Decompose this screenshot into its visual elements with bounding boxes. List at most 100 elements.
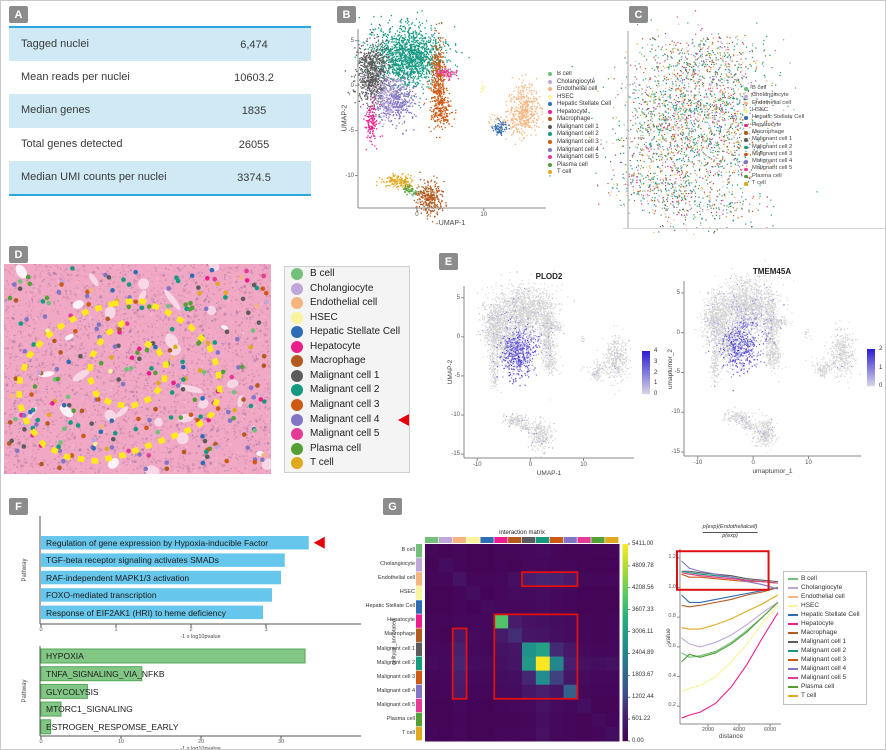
stats-row: Mean reads per nuclei 10603.2 <box>9 61 311 94</box>
hm-row-label-9: Malignant cell 3 <box>376 673 415 680</box>
stats-value: 6,474 <box>240 39 268 51</box>
stats-label: Median UMI counts per nuclei <box>21 170 167 183</box>
g-title-numerator: p(exp)(Endothelialcell) <box>702 524 758 533</box>
d-legend-marker-3 <box>291 311 303 324</box>
d-legend-marker-9 <box>291 398 303 411</box>
c-legend-label-5: Hepatocyte <box>752 121 782 128</box>
g-legend-swatch-5 <box>788 623 798 625</box>
d-legend-marker-12 <box>291 442 303 455</box>
g-xlabel: distance <box>718 733 744 740</box>
b-legend-marker-13 <box>548 170 552 175</box>
plod2-cbtick: 4 <box>654 348 658 354</box>
c-legend-marker-2 <box>744 101 748 106</box>
hm-cbtick-2: 4208.56 <box>632 584 654 591</box>
b-xlabel: UMAP-1 <box>438 220 466 227</box>
plod2-cbtick: 1 <box>654 380 658 387</box>
g-legend-label-1: Cholangiocyte <box>801 583 843 591</box>
reactome_bars-bar-label-1: TGF-beta receptor signaling activates SM… <box>46 555 219 566</box>
c-legend-label-3: HSEC <box>752 107 769 113</box>
c-legend-label-4: Hepatic Stellate Cell <box>752 114 805 121</box>
b-legend-marker-10 <box>548 147 552 152</box>
b-legend-label-2: Endothelial cell <box>557 86 598 93</box>
stats-row: Tagged nuclei 6,474 <box>9 28 311 62</box>
tmem45a-ylabel: umaptumor_2 <box>666 348 674 389</box>
hallmark_bars-ylabel: Pathway <box>22 679 28 703</box>
d-legend-label-9: Malignant cell 3 <box>310 398 380 410</box>
d-legend-marker-0 <box>291 268 303 280</box>
d-legend-label-11: Malignant cell 5 <box>310 428 380 440</box>
g-legend-label-10: Malignant cell 4 <box>801 664 847 672</box>
hm-cbtick-9: 0.00 <box>632 738 644 744</box>
hm-row-label-12: Plasma cell <box>386 715 415 722</box>
b-legend-label-10: Malignant cell 4 <box>557 146 599 153</box>
plod2-ytick: -15 <box>451 451 460 458</box>
g-ylabel: value <box>664 628 672 644</box>
c-legend-marker-11 <box>744 167 748 172</box>
b-ytick: 5 <box>350 37 354 44</box>
c-legend-marker-6 <box>744 131 748 135</box>
b-legend-label-11: Malignant cell 5 <box>557 154 599 161</box>
reactome_bars-bar-label-0: Regulation of gene expression by Hypoxia… <box>46 538 269 548</box>
hm-ylabel: celltype_annotated <box>391 618 398 666</box>
g-xtick: 6000 <box>763 727 777 733</box>
tmem45a-xtick: -10 <box>693 460 703 466</box>
c-legend-label-12: Plasma cell <box>752 172 782 179</box>
d-legend-marker-4 <box>291 326 303 339</box>
d-legend-label-6: Macrophage <box>310 355 366 367</box>
panel-badge-d: D <box>9 246 28 263</box>
hm-row-label-3: HSEC <box>399 589 415 596</box>
b-legend-marker-5 <box>548 109 552 114</box>
panel-badge-a: A <box>9 6 28 23</box>
b-xtick: 0 <box>415 212 419 218</box>
d-legend-label-5: Hepatocyte <box>310 340 361 352</box>
d-legend-marker-1 <box>291 282 303 295</box>
d-legend-marker-13 <box>291 457 303 470</box>
b-legend-label-8: Malignant cell 2 <box>557 131 599 138</box>
panel-badge-e: E <box>439 253 458 270</box>
stats-label: Mean reads per nuclei <box>21 71 130 84</box>
g-legend-swatch-6 <box>788 632 798 634</box>
plod2-xtick: 10 <box>580 462 587 468</box>
g-legend-swatch-7 <box>788 641 798 643</box>
b-legend-marker-8 <box>548 132 552 137</box>
plod2-xtick: -10 <box>472 462 482 468</box>
b-legend-label-13: T cell <box>557 169 572 176</box>
g-ytick: 0.2 <box>668 702 676 709</box>
panel-badge-f: F <box>9 498 28 515</box>
hm-row-label-5: Hepatocyte <box>387 617 415 624</box>
hm-row-label-0: B cell <box>401 547 415 554</box>
reactome_bars-xlabel: -1 x log10pvalue <box>180 634 221 640</box>
panel-badge-g: G <box>383 498 402 515</box>
b-legend-marker-2 <box>548 87 552 92</box>
plod2-ytick: -10 <box>451 412 460 418</box>
d-legend-marker-7 <box>291 369 303 382</box>
g-legend-swatch-2 <box>788 596 798 598</box>
d-legend-label-10: Malignant cell 4 <box>310 413 380 425</box>
b-legend-label-7: Malignant cell 1 <box>557 123 599 130</box>
g-ytick: 0.4 <box>668 672 676 679</box>
hallmark_bars-bar-label-1: TNFA_SIGNALING_VIA_NFKB <box>46 668 165 679</box>
stats-value: 1835 <box>241 105 267 118</box>
hallmark_bars-xlabel: -1 x log10pvalue <box>180 746 221 750</box>
panel-badge-c: C <box>629 6 648 23</box>
stats-row: Median genes 1835 <box>9 94 311 128</box>
c-legend-label-8: Malignant cell 2 <box>752 143 793 150</box>
stats-label: Median genes <box>21 104 91 117</box>
hm-row-label-7: Malignant cell 1 <box>376 645 415 652</box>
reactome_bars-xtick: 2 <box>189 627 193 633</box>
reactome_bars-xtick: 0 <box>39 627 43 633</box>
c-legend-marker-7 <box>744 138 748 142</box>
tmem45a-xlabel: umaptumor_1 <box>752 468 793 475</box>
hm-cbtick-4: 3006.11 <box>632 628 654 635</box>
g-xtick: 4000 <box>732 727 746 733</box>
b-legend-marker-6 <box>548 117 552 122</box>
b-legend-marker-7 <box>548 124 552 129</box>
g-ytick: 0.8 <box>668 613 676 620</box>
reactome_bars-bar-label-2: RAF-independent MAPK1/3 activation <box>46 572 190 583</box>
reactome_bars-bar-label-3: FOXO-mediated transcription <box>46 590 157 601</box>
g-legend-label-8: Malignant cell 2 <box>801 646 847 654</box>
tmem45a-cbtick: 1 <box>879 364 883 371</box>
g-legend-swatch-8 <box>788 650 798 652</box>
hallmark_bars-bar-label-3: MTORC1_SIGNALING <box>46 704 133 715</box>
c-legend-label-10: Malignant cell 4 <box>752 158 793 165</box>
